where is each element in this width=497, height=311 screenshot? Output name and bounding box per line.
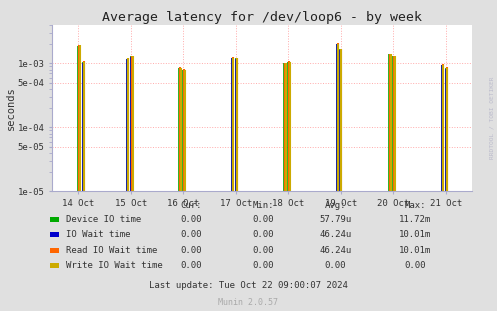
Text: 0.00: 0.00 bbox=[252, 230, 274, 239]
Text: 10.01m: 10.01m bbox=[399, 230, 431, 239]
Y-axis label: seconds: seconds bbox=[6, 86, 16, 130]
Text: 10.01m: 10.01m bbox=[399, 246, 431, 255]
Text: Munin 2.0.57: Munin 2.0.57 bbox=[219, 298, 278, 307]
Text: 0.00: 0.00 bbox=[180, 246, 202, 255]
Text: Max:: Max: bbox=[404, 201, 426, 210]
Text: Device IO time: Device IO time bbox=[66, 215, 141, 224]
Text: Read IO Wait time: Read IO Wait time bbox=[66, 246, 158, 255]
Text: 46.24u: 46.24u bbox=[320, 246, 351, 255]
Text: Last update: Tue Oct 22 09:00:07 2024: Last update: Tue Oct 22 09:00:07 2024 bbox=[149, 281, 348, 290]
Text: 0.00: 0.00 bbox=[325, 262, 346, 270]
Text: 0.00: 0.00 bbox=[404, 262, 426, 270]
Text: 11.72m: 11.72m bbox=[399, 215, 431, 224]
Text: 57.79u: 57.79u bbox=[320, 215, 351, 224]
Text: 0.00: 0.00 bbox=[180, 230, 202, 239]
Text: Write IO Wait time: Write IO Wait time bbox=[66, 262, 163, 270]
Text: Min:: Min: bbox=[252, 201, 274, 210]
Text: 0.00: 0.00 bbox=[180, 262, 202, 270]
Text: 0.00: 0.00 bbox=[252, 215, 274, 224]
Text: IO Wait time: IO Wait time bbox=[66, 230, 131, 239]
Text: 0.00: 0.00 bbox=[180, 215, 202, 224]
Text: Cur:: Cur: bbox=[180, 201, 202, 210]
Text: 0.00: 0.00 bbox=[252, 262, 274, 270]
Title: Average latency for /dev/loop6 - by week: Average latency for /dev/loop6 - by week bbox=[102, 11, 422, 24]
Text: 0.00: 0.00 bbox=[252, 246, 274, 255]
Text: Avg:: Avg: bbox=[325, 201, 346, 210]
Text: RRDTOOL / TOBI OETIKER: RRDTOOL / TOBI OETIKER bbox=[490, 77, 495, 160]
Text: 46.24u: 46.24u bbox=[320, 230, 351, 239]
